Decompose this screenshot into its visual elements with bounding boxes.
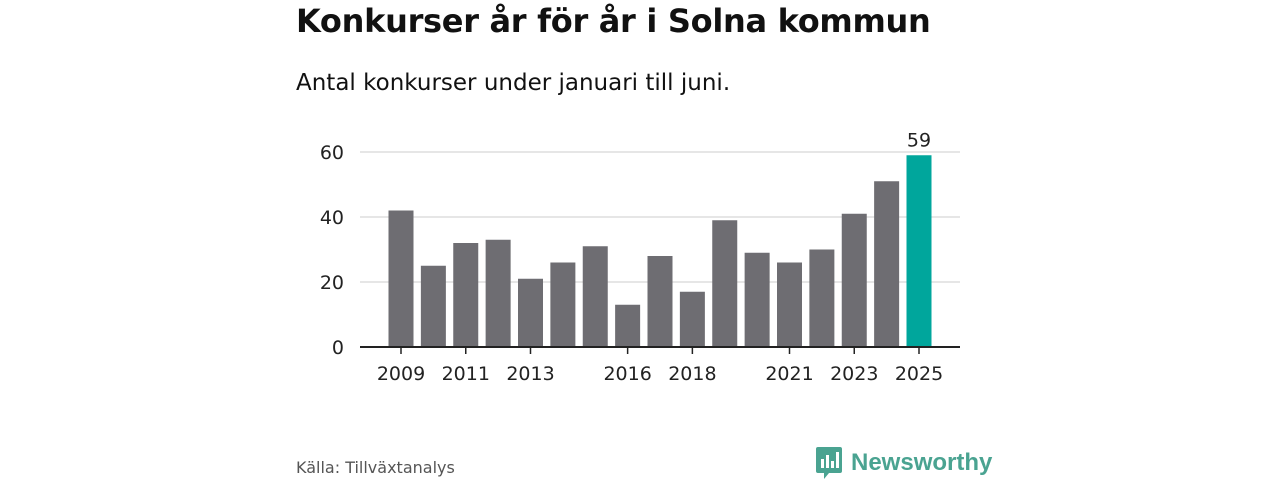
bar: [841, 213, 867, 347]
bar: [874, 181, 900, 347]
x-tick-label: 2009: [377, 363, 425, 385]
x-tick-label: 2011: [442, 363, 490, 385]
bar: [485, 239, 511, 347]
y-axis-ticks: 0 20 40 60: [320, 142, 344, 359]
x-tick-label: 2016: [603, 363, 651, 385]
x-tick-label: 2013: [506, 363, 554, 385]
bar: [647, 256, 673, 347]
brand-name: Newsworthy: [851, 449, 993, 476]
bar: [550, 262, 576, 347]
bar-chart-speech-bubble-icon: [816, 447, 842, 479]
bar: [906, 155, 932, 347]
y-tick-label: 60: [320, 142, 344, 164]
x-tick-label: 2025: [895, 363, 943, 385]
x-tick-label: 2023: [830, 363, 878, 385]
x-axis-ticks: 2009 2011 2013 2016 2018 2021 2023 2025: [377, 347, 943, 385]
bar: [518, 278, 543, 347]
x-tick-label: 2018: [668, 363, 716, 385]
bar: [388, 210, 414, 347]
chart-subtitle: Antal konkurser under januari till juni.: [296, 70, 731, 96]
data-labels: 59: [907, 129, 931, 151]
bar: [744, 252, 770, 347]
y-tick-label: 20: [320, 272, 344, 294]
bar: [712, 220, 738, 347]
data-label: 59: [907, 129, 931, 151]
y-tick-label: 0: [332, 337, 344, 359]
bar: [420, 265, 446, 347]
brand-logo: Newsworthy: [815, 446, 992, 480]
bar: [679, 291, 705, 347]
bar: [615, 304, 641, 347]
source-note: Källa: Tillväxtanalys: [296, 458, 455, 477]
bars: [388, 155, 932, 347]
bar: [777, 262, 802, 347]
bar: [453, 243, 479, 347]
bar: [809, 249, 835, 347]
chart-title: Konkurser år för år i Solna kommun: [296, 2, 931, 40]
bar: [582, 246, 608, 347]
x-tick-label: 2021: [765, 363, 813, 385]
y-tick-label: 40: [320, 207, 344, 229]
